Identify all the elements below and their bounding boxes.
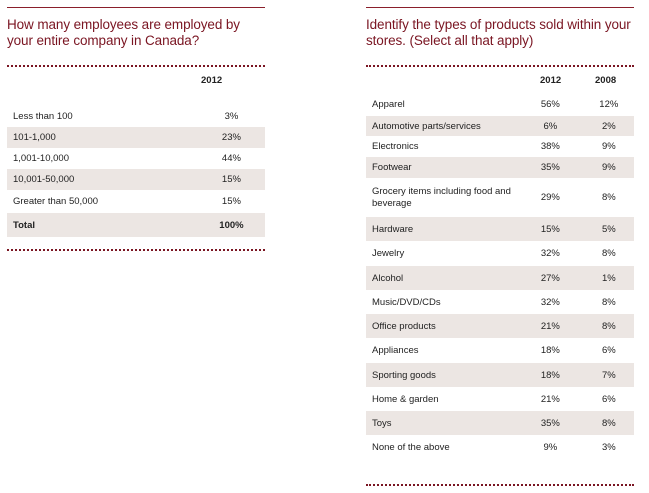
row-label: Grocery items including food and beverag… <box>372 185 511 209</box>
table-row: Office products 21% 8% <box>366 314 634 338</box>
row-value-2012: 29% <box>540 192 560 203</box>
row-value-2012: 6% <box>517 116 584 136</box>
table-row: Automotive parts/services 6% 2% <box>366 116 634 136</box>
table-row: Alcohol 27% 1% <box>366 266 634 290</box>
row-value-2012: 35% <box>517 157 584 178</box>
row-label: Electronics <box>372 141 419 152</box>
row-value-2012: 38% <box>540 141 560 152</box>
row-value-2012: 18% <box>540 345 560 356</box>
row-label: 1,001-10,000 <box>13 153 69 164</box>
row-label: 10,001-50,000 <box>7 169 198 190</box>
row-value-2012: 3% <box>224 110 239 122</box>
row-value-2012: 21% <box>540 393 560 405</box>
row-label: Sporting goods <box>366 363 518 387</box>
col-2012-header: 2012 <box>201 75 223 86</box>
row-value-2008: 8% <box>601 296 616 308</box>
dotted-divider-bottom <box>366 484 634 486</box>
table-row: Hardware 15% 5% <box>366 217 634 241</box>
dotted-divider <box>366 65 634 67</box>
row-label: Less than 100 <box>13 110 73 122</box>
row-label: Greater than 50,000 <box>13 196 99 207</box>
row-value-2008: 8% <box>583 411 634 435</box>
row-value-2012: 23% <box>197 127 265 148</box>
row-label: Office products <box>366 314 518 338</box>
total-row: Total 100% <box>7 213 265 237</box>
row-value-2012: 32% <box>540 248 560 259</box>
row-value-2012: 9% <box>543 442 558 453</box>
table-row: 10,001-50,000 15% <box>7 169 265 190</box>
row-label: Hardware <box>366 217 518 241</box>
row-label: Jewelry <box>372 248 405 259</box>
row-value-2008: 8% <box>601 192 616 203</box>
table-row: Grocery items including food and beverag… <box>366 178 634 217</box>
row-label: Footwear <box>366 157 518 178</box>
table-row: Sporting goods 18% 7% <box>366 363 634 387</box>
products-table: Apparel 56% 12% Automotive parts/service… <box>366 92 634 460</box>
row-value-2008: 1% <box>583 266 634 290</box>
row-value-2012: 21% <box>517 314 584 338</box>
row-label: Music/DVD/CDs <box>372 296 441 308</box>
row-value-2008: 8% <box>601 248 616 259</box>
row-value-2012: 15% <box>517 217 584 241</box>
row-value-2008: 5% <box>583 217 634 241</box>
table-row: Footwear 35% 9% <box>366 157 634 178</box>
row-value-2008: 12% <box>599 98 619 110</box>
row-value-2008: 3% <box>601 442 616 453</box>
row-label: Apparel <box>372 98 405 110</box>
row-value-2012: 18% <box>517 363 584 387</box>
products-panel: Identify the types of products sold with… <box>366 0 634 486</box>
row-value-2012: 27% <box>517 266 584 290</box>
row-label: Alcohol <box>366 266 518 290</box>
top-rule <box>366 7 634 8</box>
col-2012-header: 2012 <box>540 75 562 86</box>
table-row: Toys 35% 8% <box>366 411 634 435</box>
row-value-2008: 6% <box>601 393 616 405</box>
dotted-divider-bottom <box>7 249 265 251</box>
row-label: Home & garden <box>372 393 439 405</box>
total-value-2012: 100% <box>197 213 265 237</box>
products-question: Identify the types of products sold with… <box>366 17 631 48</box>
employees-table: Less than 100 3% 101-1,000 23% 1,001-10,… <box>7 105 265 237</box>
table-header: 2012 <box>7 67 265 89</box>
table-row: Less than 100 3% <box>7 105 265 127</box>
table-row: 1,001-10,000 44% <box>7 148 265 169</box>
row-value-2008: 2% <box>583 116 634 136</box>
row-label: 101-1,000 <box>7 127 198 148</box>
row-value-2012: 32% <box>540 296 560 308</box>
row-label: Appliances <box>372 345 419 356</box>
row-value-2012: 44% <box>221 153 241 164</box>
table-row: None of the above 9% 3% <box>366 435 634 460</box>
table-row: Electronics 38% 9% <box>366 136 634 157</box>
table-row: Home & garden 21% 6% <box>366 387 634 411</box>
table-row: Jewelry 32% 8% <box>366 241 634 266</box>
row-label: Automotive parts/services <box>366 116 518 136</box>
row-value-2012: 15% <box>197 169 265 190</box>
row-value-2008: 9% <box>601 141 616 152</box>
col-2008-header: 2008 <box>595 75 617 86</box>
top-rule <box>7 7 265 8</box>
table-row: Greater than 50,000 15% <box>7 190 265 213</box>
table-row: Appliances 18% 6% <box>366 338 634 363</box>
row-value-2008: 8% <box>583 314 634 338</box>
row-label: None of the above <box>372 442 450 453</box>
employees-panel: How many employees are employed by your … <box>7 0 265 251</box>
row-value-2008: 6% <box>601 345 616 356</box>
table-row: 101-1,000 23% <box>7 127 265 148</box>
row-value-2008: 7% <box>583 363 634 387</box>
row-value-2012: 35% <box>517 411 584 435</box>
table-row: Music/DVD/CDs 32% 8% <box>366 290 634 314</box>
table-row: Apparel 56% 12% <box>366 92 634 116</box>
row-value-2012: 56% <box>540 98 560 110</box>
row-value-2008: 9% <box>583 157 634 178</box>
row-value-2012: 15% <box>221 196 241 207</box>
total-label: Total <box>7 213 198 237</box>
row-label: Toys <box>366 411 518 435</box>
table-header: 2012 2008 <box>366 67 634 89</box>
employees-question: How many employees are employed by your … <box>7 17 240 48</box>
dotted-divider <box>7 65 265 67</box>
